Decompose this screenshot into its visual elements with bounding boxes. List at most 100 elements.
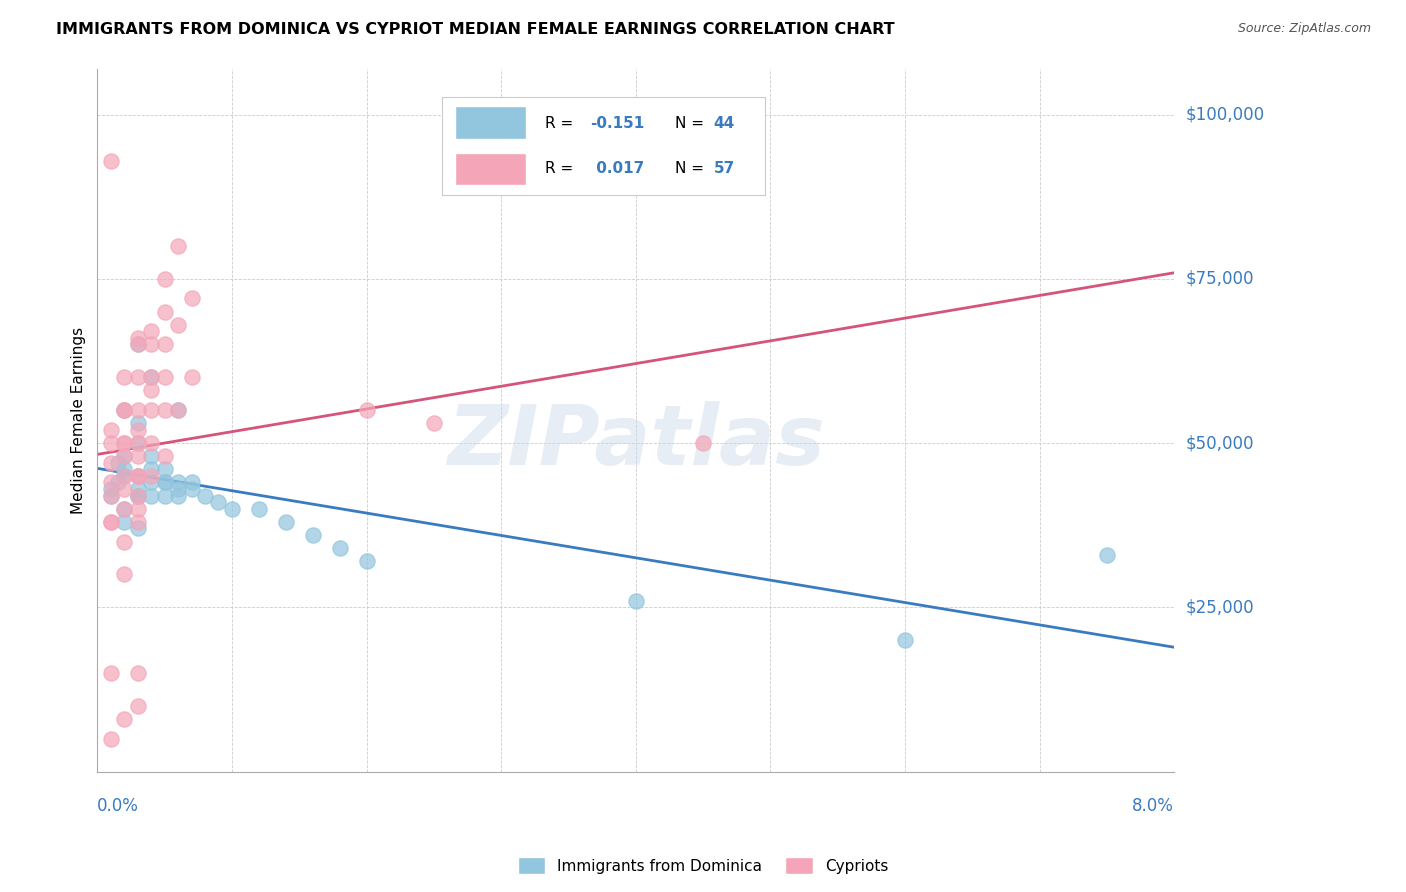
Point <box>127 489 149 503</box>
Point <box>153 475 176 490</box>
Point <box>112 515 135 529</box>
Point <box>692 436 714 450</box>
Point <box>112 436 135 450</box>
Point <box>153 304 176 318</box>
Point <box>127 370 149 384</box>
Point <box>112 567 135 582</box>
Point <box>141 469 163 483</box>
Point <box>100 475 122 490</box>
Point <box>141 449 163 463</box>
Point <box>112 403 135 417</box>
Point <box>127 469 149 483</box>
Point <box>100 423 122 437</box>
Point <box>207 495 229 509</box>
Point <box>221 501 243 516</box>
Point <box>100 515 122 529</box>
Point <box>112 501 135 516</box>
Text: $100,000: $100,000 <box>1185 105 1264 123</box>
Point <box>141 489 163 503</box>
Point <box>180 370 202 384</box>
Point <box>127 436 149 450</box>
Point <box>112 449 135 463</box>
Text: $50,000: $50,000 <box>1185 434 1254 452</box>
Point <box>153 370 176 384</box>
Point <box>127 436 149 450</box>
Text: IMMIGRANTS FROM DOMINICA VS CYPRIOT MEDIAN FEMALE EARNINGS CORRELATION CHART: IMMIGRANTS FROM DOMINICA VS CYPRIOT MEDI… <box>56 22 894 37</box>
Point <box>141 384 163 398</box>
Point <box>112 482 135 496</box>
Legend: Immigrants from Dominica, Cypriots: Immigrants from Dominica, Cypriots <box>512 851 894 880</box>
Point <box>153 489 176 503</box>
Point <box>100 489 122 503</box>
Point <box>112 501 135 516</box>
Point <box>180 292 202 306</box>
Point <box>180 482 202 496</box>
Point <box>127 469 149 483</box>
Point <box>127 337 149 351</box>
Point <box>141 324 163 338</box>
Point <box>107 456 129 470</box>
Point <box>167 489 190 503</box>
Point <box>167 239 190 253</box>
Point <box>624 593 647 607</box>
Point <box>153 462 176 476</box>
Point <box>127 665 149 680</box>
Point <box>274 515 297 529</box>
Point <box>141 370 163 384</box>
Point <box>127 423 149 437</box>
Point <box>423 417 446 431</box>
Point <box>112 436 135 450</box>
Text: ZIPatlas: ZIPatlas <box>447 401 825 482</box>
Point <box>112 403 135 417</box>
Point <box>153 449 176 463</box>
Point <box>247 501 270 516</box>
Point <box>329 541 352 556</box>
Point <box>141 475 163 490</box>
Text: 8.0%: 8.0% <box>1132 797 1174 814</box>
Point <box>1095 548 1118 562</box>
Point <box>141 337 163 351</box>
Point <box>127 489 149 503</box>
Point <box>167 318 190 332</box>
Point <box>167 403 190 417</box>
Point <box>112 469 135 483</box>
Point <box>153 403 176 417</box>
Point <box>112 712 135 726</box>
Point <box>167 475 190 490</box>
Y-axis label: Median Female Earnings: Median Female Earnings <box>72 326 86 514</box>
Point <box>167 403 190 417</box>
Point <box>356 554 378 568</box>
Point <box>112 449 135 463</box>
Point <box>153 272 176 286</box>
Point <box>167 482 190 496</box>
Point <box>100 482 122 496</box>
Point <box>127 337 149 351</box>
Point <box>127 449 149 463</box>
Point <box>127 489 149 503</box>
Point <box>141 436 163 450</box>
Point <box>127 417 149 431</box>
Point <box>153 337 176 351</box>
Point <box>141 370 163 384</box>
Text: $25,000: $25,000 <box>1185 599 1254 616</box>
Point <box>127 469 149 483</box>
Point <box>112 534 135 549</box>
Point <box>127 403 149 417</box>
Point <box>356 403 378 417</box>
Point <box>194 489 217 503</box>
Point <box>127 501 149 516</box>
Point <box>127 482 149 496</box>
Point <box>127 331 149 345</box>
Point <box>107 475 129 490</box>
Point <box>112 403 135 417</box>
Point <box>100 153 122 168</box>
Point <box>100 731 122 746</box>
Point <box>141 403 163 417</box>
Point <box>141 462 163 476</box>
Point <box>180 475 202 490</box>
Point <box>112 469 135 483</box>
Text: $75,000: $75,000 <box>1185 269 1254 288</box>
Point <box>127 698 149 713</box>
Point <box>301 528 323 542</box>
Point <box>112 462 135 476</box>
